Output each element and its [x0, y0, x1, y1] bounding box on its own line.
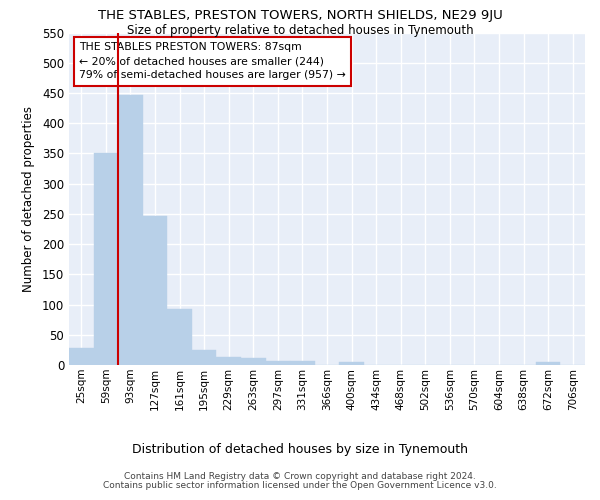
Text: Contains HM Land Registry data © Crown copyright and database right 2024.: Contains HM Land Registry data © Crown c…: [124, 472, 476, 481]
Bar: [118, 95, 143, 365]
Bar: [339, 362, 364, 365]
Bar: [290, 362, 315, 365]
Bar: [536, 362, 560, 365]
Bar: [266, 361, 290, 365]
Bar: [192, 350, 217, 365]
Text: THE STABLES PRESTON TOWERS: 87sqm
← 20% of detached houses are smaller (244)
79%: THE STABLES PRESTON TOWERS: 87sqm ← 20% …: [79, 42, 346, 80]
Y-axis label: Number of detached properties: Number of detached properties: [22, 106, 35, 292]
Bar: [94, 154, 118, 365]
Bar: [217, 356, 241, 365]
Text: Size of property relative to detached houses in Tynemouth: Size of property relative to detached ho…: [127, 24, 473, 37]
Bar: [241, 358, 266, 365]
Bar: [69, 348, 94, 365]
Text: Contains public sector information licensed under the Open Government Licence v3: Contains public sector information licen…: [103, 481, 497, 490]
Text: THE STABLES, PRESTON TOWERS, NORTH SHIELDS, NE29 9JU: THE STABLES, PRESTON TOWERS, NORTH SHIEL…: [98, 9, 502, 22]
Text: Distribution of detached houses by size in Tynemouth: Distribution of detached houses by size …: [132, 442, 468, 456]
Bar: [143, 216, 167, 365]
Bar: [167, 309, 192, 365]
